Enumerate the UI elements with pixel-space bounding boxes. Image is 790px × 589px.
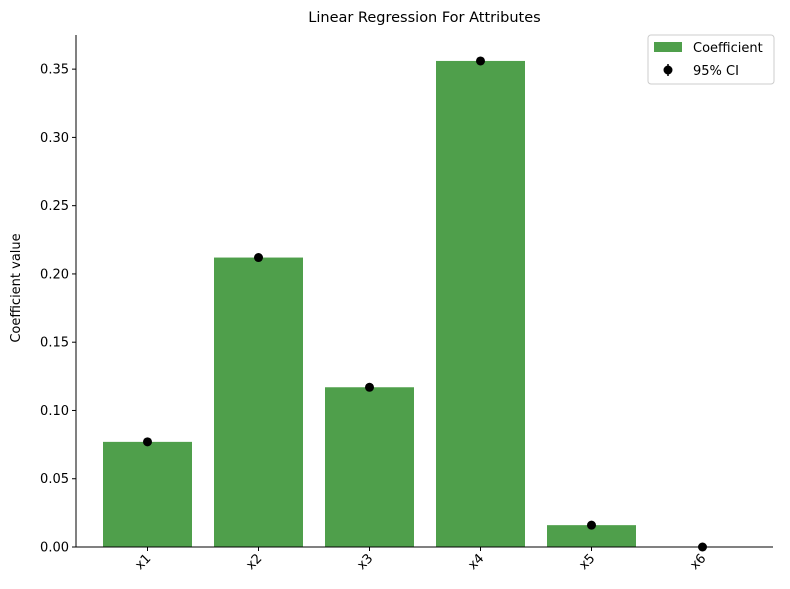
chart-title: Linear Regression For Attributes	[308, 10, 540, 26]
x-tick-label: x4	[465, 551, 487, 573]
x-tick-label: x6	[687, 551, 709, 573]
legend: Coefficient 95% CI	[647, 34, 775, 85]
legend-ci-marker	[663, 65, 673, 75]
bar-x2	[214, 257, 303, 547]
legend-coefficient-swatch	[654, 42, 682, 52]
y-axis-label: Coefficient value	[9, 233, 24, 342]
x-tick-label: x2	[243, 551, 265, 573]
ci-point-x2	[254, 253, 263, 263]
y-axis-ticks: 0.00 0.05 0.10 0.15 0.20 0.25 0.30 0.35	[40, 63, 76, 556]
ci-point-x1	[143, 437, 152, 447]
legend-coefficient-label: Coefficient	[693, 41, 763, 56]
bar-x1	[103, 441, 192, 547]
legend-ci-label: 95% CI	[693, 64, 739, 79]
bar-x3	[325, 387, 414, 547]
y-tick-label: 0.30	[40, 131, 69, 146]
y-tick-label: 0.00	[40, 541, 69, 556]
bar-x4	[436, 60, 525, 547]
y-tick-label: 0.05	[40, 472, 69, 487]
ci-point-x5	[587, 520, 596, 530]
y-tick-label: 0.35	[40, 63, 69, 78]
y-tick-label: 0.20	[40, 267, 69, 282]
ci-point-x4	[476, 56, 485, 66]
x-tick-label: x1	[132, 551, 154, 573]
x-tick-label: x5	[576, 551, 598, 573]
bars-layer	[103, 60, 636, 547]
axes-frame	[75, 35, 773, 548]
x-tick-label: x3	[354, 551, 376, 573]
y-tick-label: 0.15	[40, 336, 69, 351]
bar-x5	[547, 525, 636, 547]
y-tick-label: 0.10	[40, 404, 69, 419]
x-axis-ticks: x1 x2 x3 x4 x5 x6	[132, 547, 709, 573]
ci-point-x3	[365, 382, 374, 392]
y-tick-label: 0.25	[40, 199, 69, 214]
